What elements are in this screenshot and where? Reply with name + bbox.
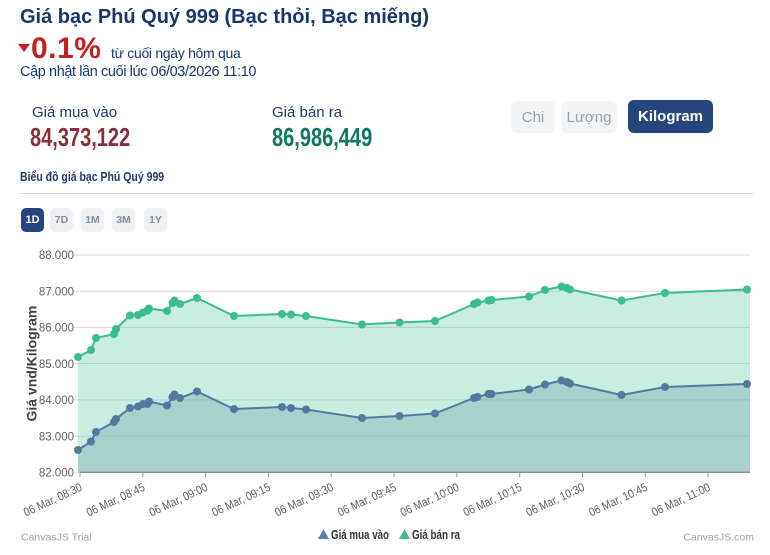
svg-text:06 Mar, 10:00: 06 Mar, 10:00 (398, 480, 461, 519)
svg-text:86.000: 86.000 (39, 323, 74, 335)
svg-text:87.000: 87.000 (39, 286, 74, 298)
svg-text:06 Mar, 09:45: 06 Mar, 09:45 (335, 480, 398, 519)
svg-text:82.000: 82.000 (39, 468, 74, 480)
svg-text:06 Mar, 10:30: 06 Mar, 10:30 (524, 480, 587, 519)
svg-text:88.000: 88.000 (39, 250, 74, 262)
svg-text:06 Mar, 09:30: 06 Mar, 09:30 (272, 480, 335, 519)
svg-text:Giá vnd/Kilogram: Giá vnd/Kilogram (24, 306, 40, 422)
svg-text:83.000: 83.000 (39, 431, 74, 443)
svg-text:06 Mar, 10:15: 06 Mar, 10:15 (461, 480, 524, 519)
svg-text:06 Mar, 09:00: 06 Mar, 09:00 (147, 480, 210, 519)
svg-text:85.000: 85.000 (39, 359, 74, 371)
svg-text:06 Mar, 08:45: 06 Mar, 08:45 (84, 480, 147, 519)
svg-text:06 Mar, 10:45: 06 Mar, 10:45 (587, 480, 650, 519)
svg-text:CanvasJS Trial: CanvasJS Trial (21, 532, 92, 544)
svg-text:06 Mar, 11:00: 06 Mar, 11:00 (649, 480, 712, 519)
svg-text:84.000: 84.000 (39, 395, 74, 407)
svg-text:CanvasJS.com: CanvasJS.com (683, 532, 754, 544)
svg-text:Giá bán ra: Giá bán ra (412, 527, 461, 542)
svg-text:Giá mua vào: Giá mua vào (331, 527, 389, 542)
svg-text:06 Mar, 08:30: 06 Mar, 08:30 (21, 480, 84, 519)
svg-text:06 Mar, 09:15: 06 Mar, 09:15 (210, 480, 273, 519)
